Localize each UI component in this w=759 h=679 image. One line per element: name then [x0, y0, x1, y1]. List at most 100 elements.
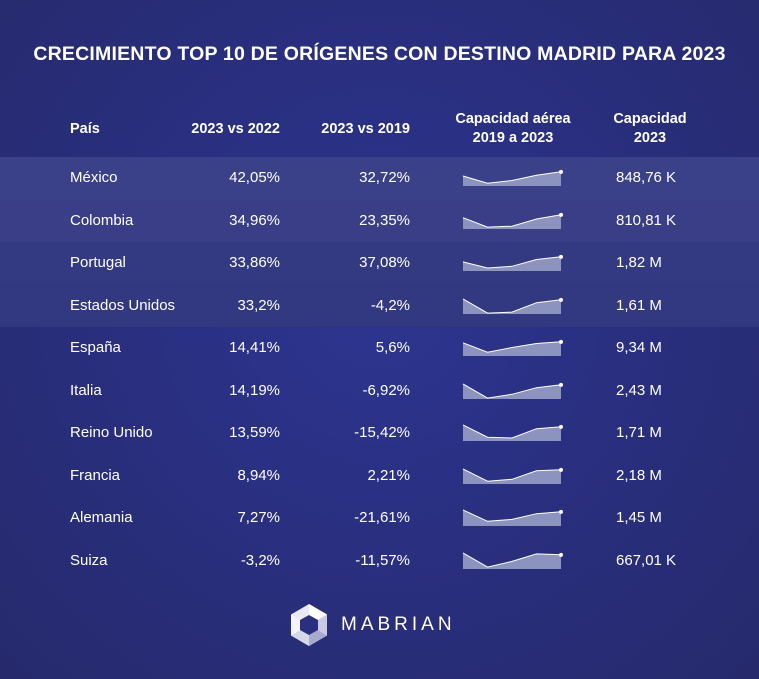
sparkline-area — [463, 509, 561, 526]
capacity-sparkline — [462, 297, 563, 314]
capacity-2023: 1,61 M — [616, 296, 662, 314]
growth-vs-2022: 13,59% — [229, 424, 280, 441]
header-air-capacity-line2: 2019 a 2023 — [472, 130, 554, 146]
capacity-sparkline — [462, 424, 563, 441]
table-row: Italia 14,19% -6,92% 2,43 M — [0, 370, 759, 413]
capacity-2023: 2,18 M — [616, 466, 662, 484]
table-row: México 42,05% 32,72% 848,76 K — [0, 157, 759, 200]
sparkline-endpoint — [559, 297, 563, 302]
sparkline-line — [462, 256, 562, 269]
growth-vs-2019: -11,57% — [355, 551, 410, 569]
sparkline-endpoint — [559, 424, 563, 429]
header-capacity-line2: 2023 — [633, 130, 667, 146]
growth-vs-2022: 14,19% — [229, 381, 280, 399]
table-row: España 14,41% 5,6% 9,34 M — [0, 327, 759, 370]
country-name: Suiza — [70, 551, 108, 569]
country-name: Colombia — [70, 211, 134, 229]
table-row: Portugal 33,86% 37,08% 1,82 M — [0, 242, 759, 285]
sparkline-area — [463, 552, 561, 569]
sparkline-endpoint — [559, 552, 563, 557]
header-country: País — [70, 120, 100, 137]
capacity-sparkline — [462, 467, 563, 484]
country-name: Italia — [70, 381, 102, 399]
growth-vs-2019: -21,61% — [354, 509, 410, 526]
sparkline-area — [463, 214, 561, 229]
table-row: Suiza -3,2% -11,57% 667,01 K — [0, 540, 759, 583]
growth-vs-2022: 14,41% — [229, 339, 280, 356]
header-air-capacity-line1: Capacidad aérea — [455, 111, 571, 127]
country-name: Portugal — [70, 254, 126, 271]
growth-vs-2019: -4,2% — [370, 296, 410, 314]
growth-vs-2022: 33,2% — [237, 296, 280, 314]
table-row: Francia 8,94% 2,21% 2,18 M — [0, 455, 759, 498]
sparkline-area — [463, 383, 561, 399]
growth-vs-2019: 5,6% — [375, 339, 410, 356]
table-row: Colombia 34,96% 23,35% 810,81 K — [0, 199, 759, 242]
country-name: España — [70, 339, 121, 356]
growth-vs-2019: 37,08% — [359, 254, 410, 271]
header-capacity-line1: Capacidad — [613, 111, 687, 127]
sparkline-area — [463, 256, 561, 271]
capacity-sparkline — [462, 551, 563, 569]
sparkline-endpoint — [559, 467, 563, 472]
country-name: Estados Unidos — [70, 296, 176, 314]
mabrian-logo: MABRIAN — [289, 603, 456, 647]
growth-vs-2022: 33,86% — [229, 254, 280, 271]
sparkline-endpoint — [559, 509, 563, 514]
chart-title: CRECIMIENTO TOP 10 DE ORÍGENES CON DESTI… — [33, 43, 726, 65]
header-2023-vs-2022: 2023 vs 2022 — [191, 120, 280, 137]
sparkline-endpoint — [559, 212, 563, 217]
growth-vs-2019: -6,92% — [362, 381, 410, 399]
header-air-capacity-trend: Capacidad aérea 2019 a 2023 — [438, 106, 588, 152]
sparkline-line — [462, 213, 562, 228]
capacity-2023: 9,34 M — [616, 339, 662, 356]
sparkline-area — [463, 298, 561, 314]
sparkline-line — [462, 171, 562, 184]
capacity-sparkline — [462, 339, 563, 356]
sparkline-endpoint — [559, 169, 563, 174]
growth-vs-2022: 7,27% — [237, 509, 280, 526]
capacity-2023: 848,76 K — [616, 169, 677, 186]
capacity-2023: 1,82 M — [616, 254, 662, 271]
table-row: Reino Unido 13,59% -15,42% 1,71 M — [0, 412, 759, 455]
table-row: Alemania 7,27% -21,61% 1,45 M — [0, 497, 759, 540]
sparkline-line — [462, 424, 562, 439]
sparkline-endpoint — [559, 254, 563, 259]
header-2023-vs-2019: 2023 vs 2019 — [321, 120, 410, 137]
country-name: Alemania — [70, 509, 133, 526]
sparkline-line — [462, 297, 562, 314]
sparkline-line — [462, 382, 562, 399]
capacity-sparkline — [462, 509, 563, 526]
header-capacity-2023: Capacidad 2023 — [590, 106, 710, 152]
growth-vs-2019: 2,21% — [367, 466, 410, 484]
growth-vs-2022: 42,05% — [229, 169, 280, 186]
country-name: Reino Unido — [70, 424, 153, 441]
capacity-2023: 1,45 M — [616, 509, 662, 526]
data-table: México 42,05% 32,72% 848,76 K Colombia 34,96%… — [0, 157, 759, 582]
logo-text: MABRIAN — [341, 614, 456, 635]
sparkline-endpoint — [559, 382, 563, 387]
capacity-sparkline — [462, 382, 563, 399]
sparkline-area — [463, 424, 561, 441]
sparkline-line — [462, 341, 562, 353]
mabrian-logo-icon — [291, 604, 327, 646]
sparkline-area — [463, 468, 561, 484]
capacity-sparkline — [462, 169, 563, 186]
country-name: Francia — [70, 466, 121, 484]
capacity-2023: 2,43 M — [616, 381, 662, 399]
growth-vs-2022: 8,94% — [237, 466, 280, 484]
growth-vs-2019: 23,35% — [359, 211, 410, 229]
capacity-2023: 667,01 K — [616, 551, 677, 569]
growth-vs-2022: -3,2% — [240, 551, 280, 569]
growth-vs-2019: 32,72% — [359, 169, 410, 186]
table-row: Estados Unidos 33,2% -4,2% 1,61 M — [0, 284, 759, 327]
sparkline-line — [462, 509, 562, 522]
growth-vs-2019: -15,42% — [354, 424, 410, 441]
capacity-2023: 1,71 M — [616, 424, 662, 441]
capacity-sparkline — [462, 212, 563, 229]
sparkline-line — [462, 551, 562, 568]
country-name: México — [70, 169, 118, 186]
capacity-2023: 810,81 K — [616, 211, 677, 229]
growth-vs-2022: 34,96% — [229, 211, 280, 229]
sparkline-line — [462, 467, 562, 482]
